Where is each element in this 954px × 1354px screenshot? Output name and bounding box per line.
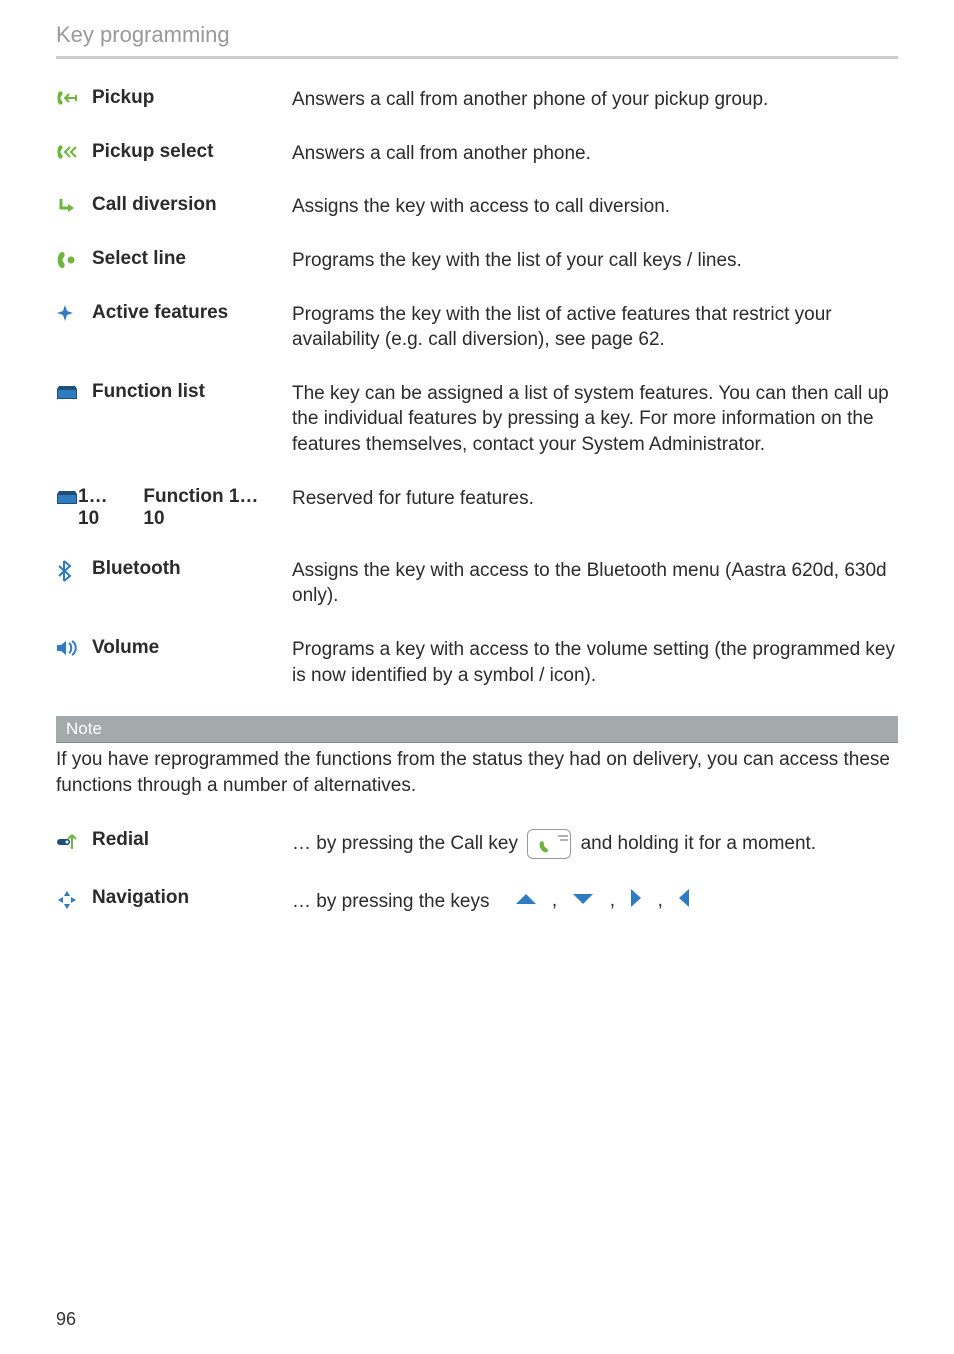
row-pickup: Pickup Answers a call from another phone… [56, 87, 898, 113]
row-volume: Volume Programs a key with access to the… [56, 637, 898, 688]
row-function-list: Function list The key can be assigned a … [56, 381, 898, 458]
term-call-diversion: Call diversion [92, 194, 292, 216]
term-function-110: 1…10 Function 1…10 [78, 486, 292, 530]
function-list-icon [56, 381, 92, 401]
pickup-select-icon [56, 141, 92, 161]
desc-call-diversion: Assigns the key with access to call dive… [292, 194, 898, 220]
desc-redial: … by pressing the Call key and holding i… [292, 829, 898, 859]
volume-icon [56, 637, 92, 657]
comma: , [658, 890, 663, 911]
note-label: Note [56, 716, 898, 742]
row-redial: Redial … by pressing the Call key and ho… [56, 829, 898, 859]
section-title: Key programming [56, 22, 898, 48]
prefix-110: 1…10 [78, 486, 127, 530]
bluetooth-icon [56, 558, 92, 582]
row-function-110: 1…10 Function 1…10 Reserved for future f… [56, 486, 898, 530]
desc-pickup: Answers a call from another phone of you… [292, 87, 898, 113]
row-bluetooth: Bluetooth Assigns the key with access to… [56, 558, 898, 609]
call-key-icon [527, 829, 571, 859]
term-volume: Volume [92, 637, 292, 659]
desc-function-110: Reserved for future features. [292, 486, 898, 512]
active-features-icon [56, 302, 92, 322]
note-text: If you have reprogrammed the functions f… [56, 747, 898, 798]
row-navigation: Navigation … by pressing the keys , , , [56, 887, 898, 917]
pickup-icon [56, 87, 92, 107]
term-redial: Redial [92, 829, 292, 851]
arrow-left-icon [676, 887, 692, 917]
label-110: Function 1…10 [143, 486, 276, 530]
redial-icon [56, 829, 92, 853]
redial-post: and holding it for a moment. [581, 833, 817, 854]
term-pickup: Pickup [92, 87, 292, 109]
select-line-icon [56, 248, 92, 270]
desc-active-features: Programs the key with the list of active… [292, 302, 898, 353]
comma: , [610, 890, 615, 911]
row-select-line: Select line Programs the key with the li… [56, 248, 898, 274]
arrow-down-icon [570, 889, 596, 915]
term-select-line: Select line [92, 248, 292, 270]
term-pickup-select: Pickup select [92, 141, 292, 163]
term-function-list: Function list [92, 381, 292, 403]
row-call-diversion: Call diversion Assigns the key with acce… [56, 194, 898, 220]
redial-pre: … by pressing the Call key [292, 833, 518, 854]
desc-volume: Programs a key with access to the volume… [292, 637, 898, 688]
desc-navigation: … by pressing the keys , , , [292, 887, 898, 917]
comma: , [552, 890, 557, 911]
row-active-features: Active features Programs the key with th… [56, 302, 898, 353]
desc-bluetooth: Assigns the key with access to the Bluet… [292, 558, 898, 609]
arrow-up-icon [513, 889, 539, 915]
term-navigation: Navigation [92, 887, 292, 909]
function-110-icon [56, 486, 78, 506]
page-number: 96 [56, 1309, 76, 1330]
desc-function-list: The key can be assigned a list of system… [292, 381, 898, 458]
desc-select-line: Programs the key with the list of your c… [292, 248, 898, 274]
nav-pre: … by pressing the keys [292, 890, 489, 911]
note-divider [56, 742, 898, 743]
desc-pickup-select: Answers a call from another phone. [292, 141, 898, 167]
navigation-icon [56, 887, 92, 911]
term-bluetooth: Bluetooth [92, 558, 292, 580]
divider [56, 56, 898, 59]
call-diversion-icon [56, 194, 92, 216]
term-active-features: Active features [92, 302, 292, 324]
arrow-right-icon [628, 887, 644, 917]
row-pickup-select: Pickup select Answers a call from anothe… [56, 141, 898, 167]
